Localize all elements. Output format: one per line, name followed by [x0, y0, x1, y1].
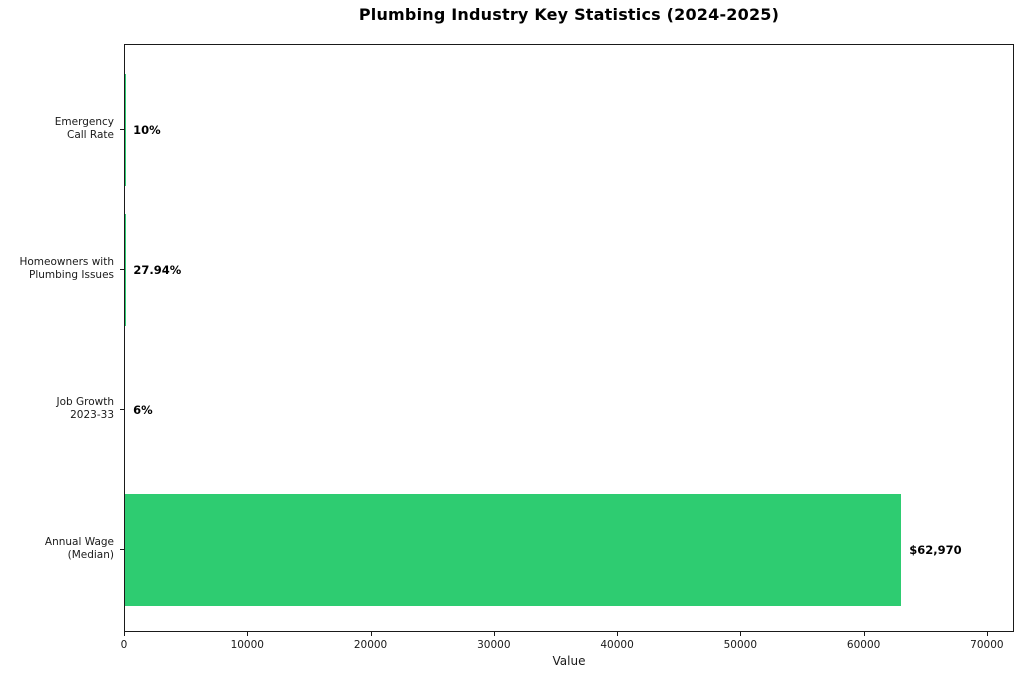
x-tick-mark: [493, 632, 495, 636]
x-tick-label: 0: [120, 639, 128, 651]
x-tick-label: 40000: [600, 639, 634, 651]
x-tick-mark: [124, 632, 125, 636]
bar-value-label: 6%: [133, 403, 153, 417]
y-axis-category-label: Emergency Call Rate: [54, 116, 114, 141]
bar: [125, 494, 902, 606]
y-tick-mark: [120, 129, 124, 130]
y-axis-category-label: Homeowners with Plumbing Issues: [19, 256, 114, 281]
x-tick-mark: [617, 632, 619, 636]
bar-value-label: 27.94%: [133, 263, 182, 277]
x-tick-label: 50000: [723, 639, 758, 651]
x-tick-mark: [370, 632, 372, 636]
x-axis-title: Value: [552, 654, 586, 668]
x-tick-mark: [863, 632, 865, 636]
x-tick-label: 10000: [230, 639, 264, 651]
bar-value-label: $62,970: [909, 543, 962, 557]
x-tick-mark: [247, 632, 249, 636]
bar-value-label: 10%: [133, 123, 161, 137]
x-tick-label: 20000: [353, 639, 388, 651]
y-tick-mark: [120, 409, 124, 410]
y-tick-mark: [120, 269, 124, 270]
y-axis-category-label: Job Growth 2023-33: [56, 396, 114, 421]
x-tick-label: 30000: [477, 639, 511, 651]
y-tick-mark: [120, 549, 124, 550]
plot-area: 10% 27.94% 6% $62,970: [124, 44, 1014, 632]
x-tick-mark: [740, 632, 742, 636]
y-axis-category-label: Annual Wage (Median): [44, 536, 114, 561]
x-tick-mark: [986, 632, 988, 636]
chart-title: Plumbing Industry Key Statistics (2024-2…: [358, 5, 780, 24]
x-tick-label: 60000: [846, 639, 881, 651]
x-tick-label: 70000: [970, 639, 1004, 651]
